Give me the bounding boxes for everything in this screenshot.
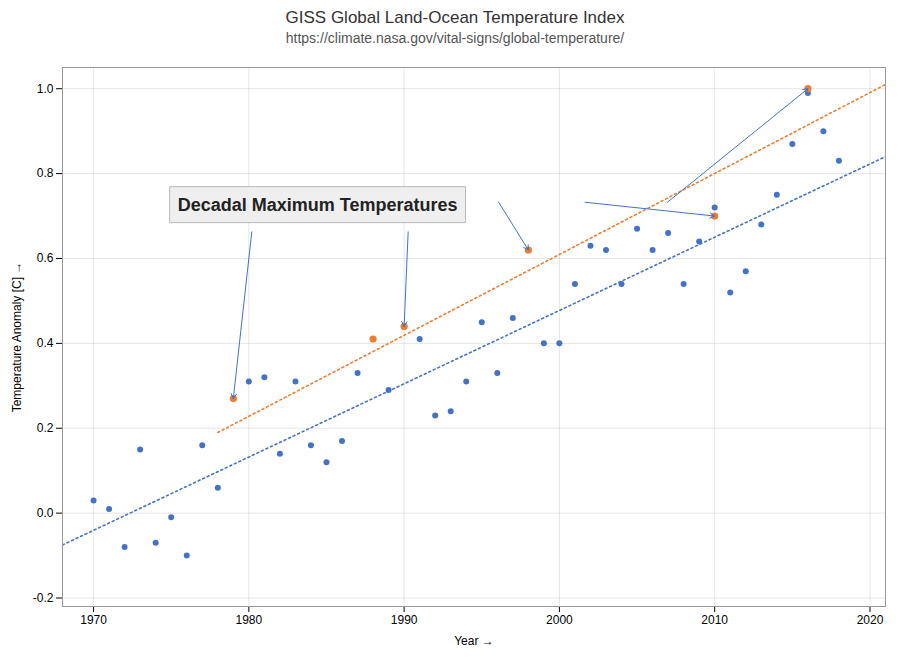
svg-text:0.2: 0.2 <box>37 421 54 435</box>
svg-text:Year →: Year → <box>454 634 494 648</box>
html-text:GISS Global Land-Ocean Tempera: GISS Global Land-Ocean Temperature Index <box>285 8 625 27</box>
html-text:https://climate.nasa.gov/vital: https://climate.nasa.gov/vital-signs/glo… <box>285 30 625 46</box>
svg-text:1.0: 1.0 <box>37 82 54 96</box>
svg-text:Temperature Anomaly [C] →: Temperature Anomaly [C] → <box>10 262 24 413</box>
svg-text:2010: 2010 <box>701 613 728 627</box>
svg-text:2000: 2000 <box>546 613 573 627</box>
svg-text:1970: 1970 <box>80 613 107 627</box>
svg-text:1990: 1990 <box>391 613 418 627</box>
svg-text:0.6: 0.6 <box>37 251 54 265</box>
svg-text:0.0: 0.0 <box>37 506 54 520</box>
svg-text:1980: 1980 <box>235 613 262 627</box>
svg-text:2020: 2020 <box>857 613 884 627</box>
svg-text:0.4: 0.4 <box>37 336 54 350</box>
svg-text:0.8: 0.8 <box>37 166 54 180</box>
svg-text:-0.2: -0.2 <box>33 591 54 605</box>
svg-text:Decadal Maximum Temperatures: Decadal Maximum Temperatures <box>178 195 458 215</box>
